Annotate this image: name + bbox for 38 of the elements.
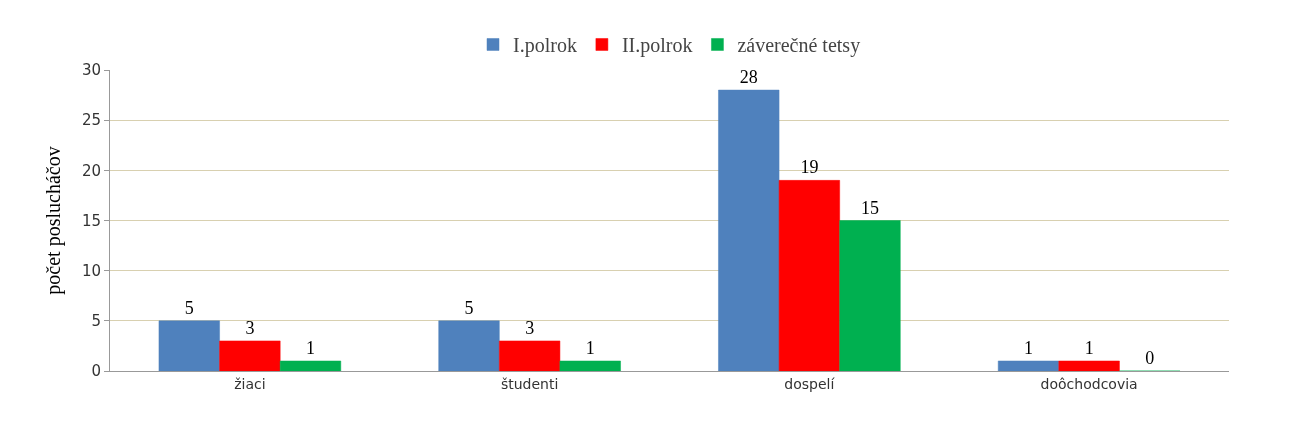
x-tick-label: doôchodcovia bbox=[1040, 375, 1138, 392]
y-tick-label: 15 bbox=[81, 211, 101, 230]
data-label: 5 bbox=[464, 297, 474, 318]
y-tick-label: 20 bbox=[81, 161, 101, 180]
bar bbox=[839, 220, 901, 371]
bar bbox=[438, 320, 500, 371]
y-tick-label: 0 bbox=[91, 362, 101, 381]
bar bbox=[997, 360, 1060, 371]
data-label: 1 bbox=[1024, 337, 1034, 358]
data-label: 19 bbox=[800, 157, 819, 178]
y-axis-title: počet poslucháčov bbox=[42, 146, 65, 295]
data-label: 0 bbox=[1145, 348, 1155, 368]
bar bbox=[778, 180, 840, 371]
bar bbox=[1058, 360, 1120, 371]
x-tick-label: dospelí bbox=[784, 375, 836, 392]
legend-label: záverečné tetsy bbox=[737, 34, 861, 58]
x-tick-label: študenti bbox=[500, 375, 559, 392]
data-label: 1 bbox=[585, 337, 595, 358]
bar bbox=[219, 340, 281, 371]
data-label: 3 bbox=[525, 317, 535, 338]
y-tick-label: 30 bbox=[81, 61, 101, 80]
data-label: 1 bbox=[305, 337, 315, 358]
data-label: 3 bbox=[245, 317, 255, 338]
y-tick-label: 10 bbox=[81, 261, 101, 280]
data-label: 15 bbox=[860, 197, 879, 218]
legend-label: I.polrok bbox=[513, 34, 577, 58]
legend-label: II.polrok bbox=[621, 34, 693, 58]
x-tick-label: žiaci bbox=[234, 375, 266, 392]
bar bbox=[718, 89, 780, 371]
y-tick-label: 25 bbox=[81, 111, 101, 130]
y-tick-label: 5 bbox=[91, 312, 101, 331]
data-label: 5 bbox=[184, 297, 194, 318]
bar bbox=[279, 360, 342, 371]
data-label: 1 bbox=[1084, 337, 1094, 358]
data-label: 28 bbox=[739, 67, 758, 88]
bar bbox=[559, 360, 621, 371]
bar bbox=[499, 340, 561, 371]
bar bbox=[158, 320, 220, 371]
